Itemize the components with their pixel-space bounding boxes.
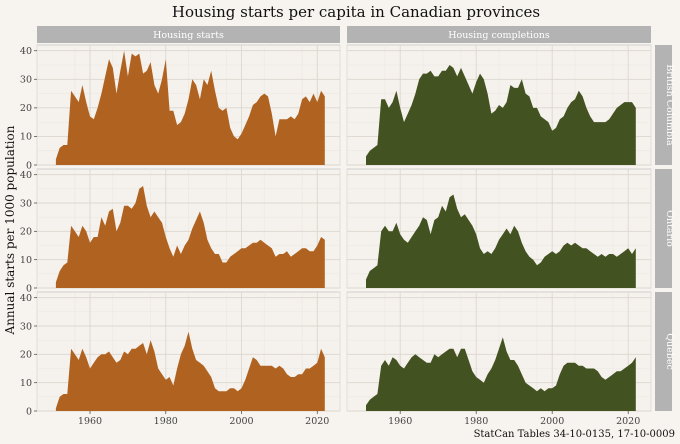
column-strip-housing-completions [347, 26, 651, 43]
x-tick-label: 1980 [154, 416, 178, 427]
y-axis-label: Annual starts per 1000 population [3, 125, 17, 335]
y-tick-label: 10 [20, 132, 32, 143]
panel-ontario-housing-completions [346, 168, 652, 289]
y-tick-label: 30 [20, 75, 32, 86]
chart-caption: StatCan Tables 34-10-0135, 17-10-0009 [474, 429, 675, 440]
column-strip-housing-starts [37, 26, 340, 43]
x-tick-label: 2000 [540, 416, 564, 427]
y-tick-label: 30 [20, 198, 32, 209]
x-tick-label: 2020 [305, 416, 329, 427]
panel-british-columbia-housing-completions [346, 44, 652, 166]
x-tick-label: 1960 [388, 416, 412, 427]
row-strip-quebec [655, 292, 672, 411]
area-series-ontario-housing-completions [366, 194, 636, 288]
column-strip-label: Housing starts [153, 30, 224, 41]
y-tick-label: 20 [20, 103, 32, 114]
area-series-quebec-housing-starts [55, 331, 325, 411]
panel-quebec-housing-completions: 1960 1980 2000 2020 [346, 291, 652, 427]
column-strip-label: Housing completions [448, 30, 550, 41]
row-strip-ontario [655, 169, 672, 288]
y-tick-label: 40 [20, 293, 32, 304]
y-tick-label: 40 [20, 46, 32, 57]
y-tick-label: 0 [26, 160, 32, 171]
panel-quebec-housing-starts: 0 10 20 30 40 1960 1980 2000 2020 [20, 291, 341, 427]
y-tick-label: 0 [26, 406, 32, 417]
y-tick-label: 30 [20, 321, 32, 332]
panel-ontario-housing-starts: 0 10 20 30 40 [20, 168, 341, 294]
area-series-british-columbia-housing-completions [366, 65, 636, 165]
area-series-british-columbia-housing-starts [55, 50, 325, 166]
x-tick-label: 2020 [616, 416, 640, 427]
row-strip-label: Quebec [664, 333, 675, 370]
chart-title: Housing starts per capita in Canadian pr… [172, 3, 540, 21]
x-tick-label: 1960 [78, 416, 102, 427]
y-tick-label: 0 [26, 283, 32, 294]
area-series-ontario-housing-starts [55, 186, 325, 288]
panel-british-columbia-housing-starts: 0 10 20 30 40 [20, 44, 341, 171]
row-strip-british-columbia [655, 45, 672, 165]
y-tick-label: 40 [20, 170, 32, 181]
x-tick-label: 2000 [229, 416, 253, 427]
y-tick-label: 20 [20, 350, 32, 361]
x-tick-label: 1980 [464, 416, 488, 427]
y-tick-label: 10 [20, 255, 32, 266]
area-series-quebec-housing-completions [366, 337, 636, 411]
y-tick-label: 20 [20, 227, 32, 238]
row-strip-label: British Columbia [664, 64, 675, 146]
y-tick-label: 10 [20, 378, 32, 389]
row-strip-label: Ontario [664, 210, 675, 247]
